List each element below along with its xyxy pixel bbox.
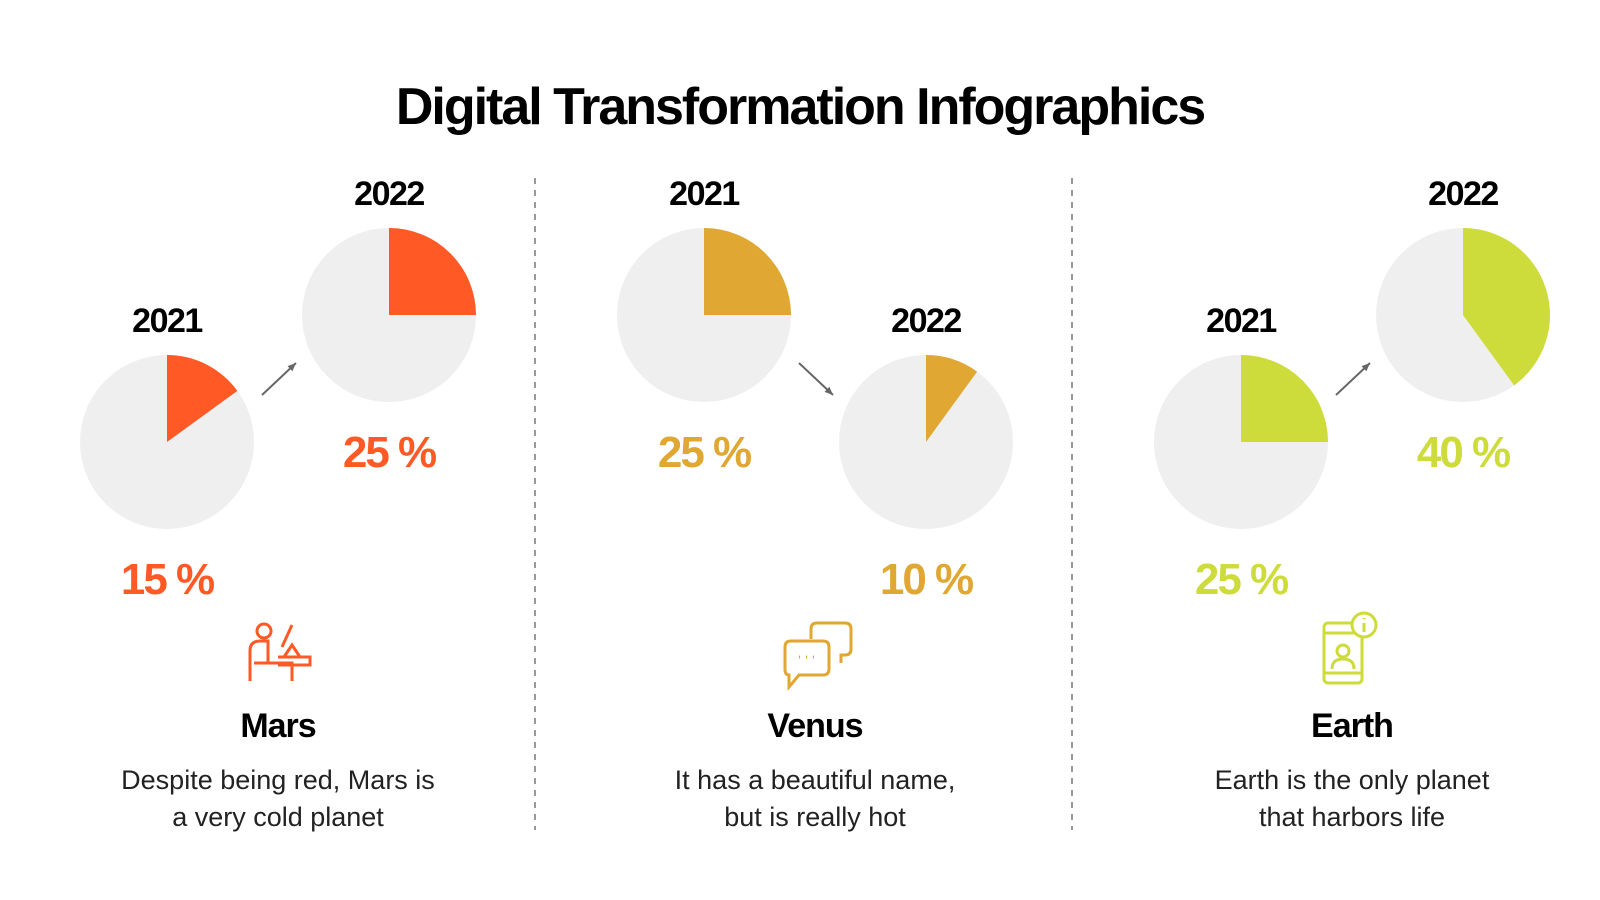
teacher-desk-icon [248,622,312,681]
page-title: Digital Transformation Infographics [396,78,1204,136]
planet-description: that harbors life [1259,802,1445,832]
percent-label: 25 % [658,428,751,477]
percent-label: 25 % [1195,555,1288,604]
arrow-head [824,386,833,395]
panel-mars: 2021 15 % 2022 25 % Mars Despite being red, M… [80,175,476,832]
year-label: 2021 [132,302,202,340]
year-label: 2022 [354,175,424,213]
mobile-info-icon [1322,611,1378,685]
percent-label: 10 % [880,555,973,604]
planet-description: a very cold planet [172,802,384,832]
planet-name: Earth [1311,707,1393,745]
percent-label: 25 % [343,428,436,477]
planet-name: Venus [767,707,862,745]
arrow-head [287,363,296,372]
planet-name: Mars [240,707,315,745]
pie-slice-2022 [389,228,476,315]
year-label: 2022 [891,302,961,340]
panel-venus: 2021 25 % 2022 10 % Venus It has a beautiful … [617,175,1013,832]
pie-slice-2022 [926,355,978,442]
year-label: 2021 [669,175,739,213]
year-label: 2021 [1206,302,1276,340]
chat-bubbles-icon [783,621,853,692]
planet-description: Despite being red, Mars is [121,765,435,795]
pie-slice-2021 [704,228,791,315]
pie-slice-2021 [1241,355,1328,442]
arrow-head [1361,363,1370,372]
pie-slice-2022 [1463,228,1551,386]
year-label: 2022 [1428,175,1498,213]
planet-description: It has a beautiful name, [675,765,956,795]
percent-label: 15 % [121,555,214,604]
pie-slice-2021 [167,355,238,442]
planet-description: but is really hot [724,802,906,832]
planet-description: Earth is the only planet [1215,765,1490,795]
panel-earth: 2021 25 % 2022 40 % Earth Earth is the only p… [1154,175,1551,832]
percent-label: 40 % [1417,428,1510,477]
